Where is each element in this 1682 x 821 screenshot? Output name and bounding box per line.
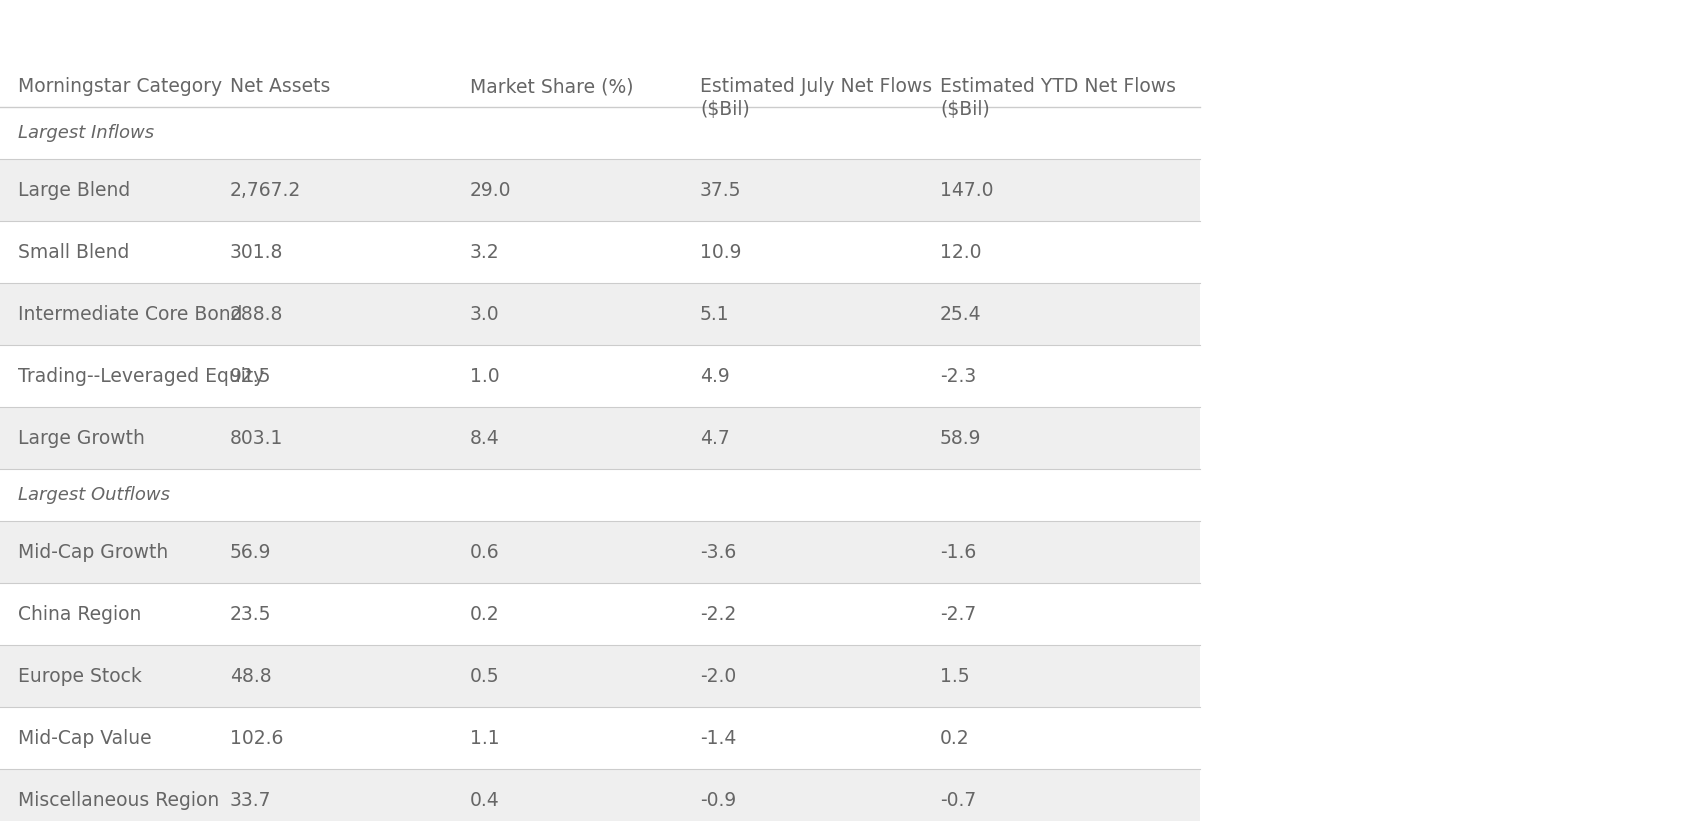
Text: -3.6: -3.6 [700,543,735,562]
Text: 37.5: 37.5 [700,181,742,200]
Text: 1.5: 1.5 [940,667,969,686]
Text: -2.7: -2.7 [940,604,976,623]
Text: -2.2: -2.2 [700,604,735,623]
Text: 29.0: 29.0 [469,181,511,200]
Text: Largest Outflows: Largest Outflows [19,486,170,504]
Bar [0,159,1199,221]
Text: 803.1: 803.1 [230,429,283,447]
Bar [0,769,1199,821]
Text: 48.8: 48.8 [230,667,271,686]
Text: Large Blend: Large Blend [19,181,130,200]
Bar [0,345,1199,407]
Bar [0,583,1199,645]
Text: 4.7: 4.7 [700,429,730,447]
Text: -2.3: -2.3 [940,366,976,386]
Text: -2.0: -2.0 [700,667,735,686]
Bar [0,645,1199,707]
Text: 23.5: 23.5 [230,604,271,623]
Text: 33.7: 33.7 [230,791,271,810]
Text: 10.9: 10.9 [700,242,742,262]
Text: 1.0: 1.0 [469,366,500,386]
Text: 0.2: 0.2 [469,604,500,623]
Text: Net Assets: Net Assets [230,77,330,96]
Text: Estimated YTD Net Flows
($Bil): Estimated YTD Net Flows ($Bil) [940,77,1176,119]
Text: 5.1: 5.1 [700,305,730,323]
Text: 147.0: 147.0 [940,181,992,200]
Text: Mid-Cap Value: Mid-Cap Value [19,728,151,747]
Text: Market Share (%): Market Share (%) [469,77,632,96]
Text: -1.4: -1.4 [700,728,737,747]
Text: China Region: China Region [19,604,141,623]
Text: 2,767.2: 2,767.2 [230,181,301,200]
Text: Trading--Leveraged Equity: Trading--Leveraged Equity [19,366,264,386]
Text: Miscellaneous Region: Miscellaneous Region [19,791,219,810]
Text: 301.8: 301.8 [230,242,283,262]
Text: Mid-Cap Growth: Mid-Cap Growth [19,543,168,562]
Text: 3.0: 3.0 [469,305,500,323]
Text: 1.1: 1.1 [469,728,500,747]
Bar [0,521,1199,583]
Text: 0.4: 0.4 [469,791,500,810]
Bar [0,283,1199,345]
Text: Small Blend: Small Blend [19,242,130,262]
Text: 102.6: 102.6 [230,728,283,747]
Text: Estimated July Net Flows
($Bil): Estimated July Net Flows ($Bil) [700,77,932,119]
Text: 3.2: 3.2 [469,242,500,262]
Text: 288.8: 288.8 [230,305,283,323]
Text: Largest Inflows: Largest Inflows [19,124,155,142]
Bar [0,407,1199,469]
Text: -0.7: -0.7 [940,791,976,810]
Text: 12.0: 12.0 [940,242,981,262]
Text: 8.4: 8.4 [469,429,500,447]
Text: Intermediate Core Bond: Intermediate Core Bond [19,305,242,323]
Text: Europe Stock: Europe Stock [19,667,141,686]
Text: -0.9: -0.9 [700,791,735,810]
Text: Morningstar Category: Morningstar Category [19,77,222,96]
Text: Large Growth: Large Growth [19,429,145,447]
Text: 0.2: 0.2 [940,728,969,747]
Text: 56.9: 56.9 [230,543,271,562]
Text: 0.5: 0.5 [469,667,500,686]
Text: 4.9: 4.9 [700,366,730,386]
Text: 58.9: 58.9 [940,429,981,447]
Text: -1.6: -1.6 [940,543,976,562]
Text: 25.4: 25.4 [940,305,981,323]
Text: 0.6: 0.6 [469,543,500,562]
Text: 92.5: 92.5 [230,366,271,386]
Bar [0,707,1199,769]
Bar [0,221,1199,283]
